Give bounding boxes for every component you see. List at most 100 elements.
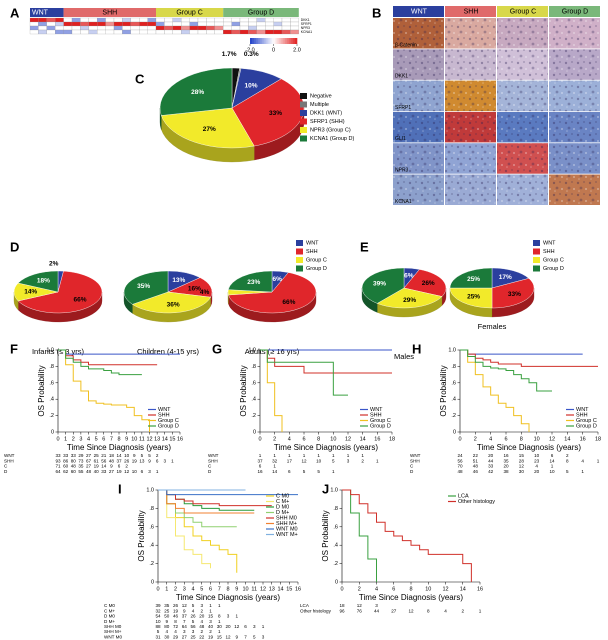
heat-cell xyxy=(80,21,89,27)
heat-cell xyxy=(46,17,56,23)
legend-swatch xyxy=(296,257,303,263)
heat-cell xyxy=(248,21,257,27)
risk-count: 88 xyxy=(155,624,161,629)
heat-cell xyxy=(290,21,299,27)
heat-cell xyxy=(239,21,249,27)
x-tick-label: 0 xyxy=(258,436,261,442)
risk-count: 54 xyxy=(155,614,161,619)
value-label: 33% xyxy=(269,110,282,117)
heat-cell xyxy=(97,21,106,27)
legend-label: C M+ xyxy=(276,499,289,505)
x-tick-label: 0 xyxy=(340,586,343,592)
risk-row-label: C xyxy=(4,464,8,469)
risk-count: 12 xyxy=(519,464,525,469)
legend-swatch xyxy=(533,240,540,246)
colorbar-step xyxy=(261,38,265,44)
colorbar-step xyxy=(281,38,284,44)
value-label: 33% xyxy=(508,291,521,298)
x-tick-label: 2 xyxy=(174,586,177,592)
y-axis-label: OS Probability xyxy=(321,510,330,561)
survival-curve xyxy=(158,489,255,511)
risk-count: 33 xyxy=(55,453,61,458)
risk-count: 5 xyxy=(192,619,195,624)
legend-label: WNT xyxy=(306,240,319,246)
colorbar-step xyxy=(295,38,298,44)
risk-count: 27 xyxy=(86,453,92,458)
x-tick-label: 12 xyxy=(549,436,555,442)
heat-cell xyxy=(273,21,283,27)
risk-count: 44 xyxy=(374,608,380,613)
colorbar-step xyxy=(283,38,286,44)
heat-cell xyxy=(290,25,299,31)
y-tick-label: .2 xyxy=(49,413,54,419)
risk-count: 7 xyxy=(183,619,186,624)
risk-count: 27 xyxy=(182,634,188,639)
ihc-texture xyxy=(497,111,548,143)
y-tick-label: .6 xyxy=(49,380,54,386)
heat-cell xyxy=(273,17,283,23)
x-tick-label: 18 xyxy=(389,436,395,442)
value-label: 27% xyxy=(203,126,216,133)
row-label: KCNA1 xyxy=(301,30,312,34)
risk-row-label: SHH xyxy=(208,458,218,463)
heat-cell xyxy=(63,17,73,23)
heat-cell xyxy=(172,17,182,23)
heat-cell xyxy=(55,21,64,27)
risk-count: 2 xyxy=(209,629,212,634)
survival-curve xyxy=(460,349,598,367)
heat-cell xyxy=(155,17,165,23)
colorbar-step xyxy=(250,38,253,44)
legend-label: D M0 xyxy=(276,504,289,510)
y-tick-label: 0 xyxy=(253,429,256,435)
ihc-texture xyxy=(549,143,600,174)
x-tick-label: 6 xyxy=(302,436,305,442)
ihc-texture xyxy=(393,143,444,174)
value-label: 66% xyxy=(282,299,295,306)
row-label: DKK1 xyxy=(301,18,310,22)
value-label: 35% xyxy=(137,283,150,290)
risk-count: 1 xyxy=(303,453,306,458)
heat-cell xyxy=(248,25,257,31)
value-label: 29% xyxy=(403,297,416,304)
x-tick-label: 9 xyxy=(235,586,238,592)
risk-count: 19 xyxy=(116,469,122,474)
pie-title: Females xyxy=(478,322,507,331)
survival-curve xyxy=(260,349,348,396)
risk-count: 26 xyxy=(124,458,130,463)
legend-label: WNT xyxy=(370,407,383,413)
heat-cell xyxy=(214,29,224,35)
colorbar-step xyxy=(267,38,270,44)
risk-count: 15 xyxy=(208,614,214,619)
risk-count: 1 xyxy=(273,453,276,458)
x-tick-label: 16 xyxy=(477,586,483,592)
x-axis-label: Time Since Diagnosis (years) xyxy=(274,443,379,452)
risk-count: 24 xyxy=(457,453,463,458)
y-tick-label: .4 xyxy=(333,543,338,549)
heat-cell xyxy=(265,29,274,35)
risk-count: 33 xyxy=(101,469,107,474)
colorbar-step xyxy=(277,38,280,44)
y-tick-label: 1.0 xyxy=(248,347,256,353)
y-tick-label: 0 xyxy=(151,579,154,585)
value-label: 18% xyxy=(37,278,50,285)
x-tick-label: 4 xyxy=(375,586,378,592)
legend-label: SFRP1 (SHH) xyxy=(310,119,345,125)
x-axis-label: Time Since Diagnosis (years) xyxy=(477,443,582,452)
legend-swatch xyxy=(296,248,303,255)
heat-cell xyxy=(71,21,81,27)
risk-count: 5 xyxy=(317,469,320,474)
risk-count: 56 xyxy=(457,458,463,463)
risk-count: 6 xyxy=(259,464,262,469)
legend-label: WNT M0 xyxy=(276,526,298,532)
risk-count: 2 xyxy=(200,629,203,634)
risk-count: 1 xyxy=(597,458,600,463)
survival-curve xyxy=(158,489,211,569)
slice xyxy=(491,278,535,309)
row-label: SFRP1 xyxy=(301,22,312,26)
ihc-texture xyxy=(549,18,600,49)
risk-count: 5 xyxy=(192,603,195,608)
x-tick-label: 11 xyxy=(251,586,257,592)
pie-title: Children (4-15 yrs) xyxy=(137,347,200,356)
risk-count: 35 xyxy=(78,464,84,469)
row-label: β-Catenin xyxy=(395,42,417,48)
